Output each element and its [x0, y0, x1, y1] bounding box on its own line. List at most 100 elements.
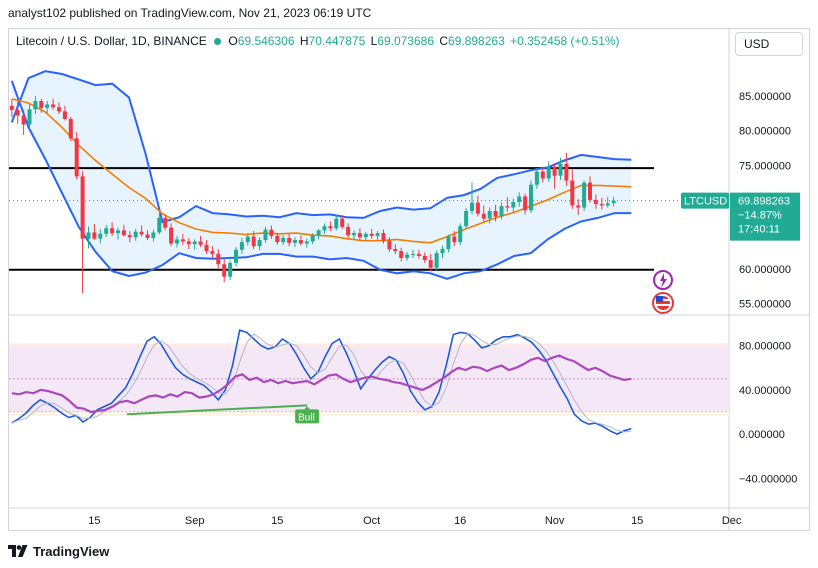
- candle: [375, 231, 380, 241]
- candle-body: [204, 244, 209, 252]
- chart-frame: [8, 28, 810, 531]
- oscillator-pane: [9, 329, 729, 435]
- candle-body: [558, 163, 563, 176]
- currency-button[interactable]: USD: [735, 32, 803, 56]
- candle-body: [511, 201, 516, 208]
- ohlc-legend: Litecoin / U.S. Dollar, 1D, BINANCE O69.…: [16, 34, 622, 48]
- footer-brand: TradingView: [8, 542, 109, 560]
- time-tick-label: Dec: [722, 515, 742, 527]
- candle: [74, 132, 79, 180]
- candle-body: [611, 200, 616, 204]
- candle: [499, 202, 504, 220]
- candle: [239, 237, 244, 254]
- candle: [121, 224, 126, 237]
- candle: [275, 233, 280, 245]
- candle-body: [74, 138, 79, 177]
- candle: [363, 231, 368, 242]
- candle-body: [493, 210, 498, 217]
- candle: [192, 239, 197, 250]
- bull-label: Bull: [295, 406, 320, 424]
- candle-body: [346, 226, 351, 236]
- candle: [110, 222, 115, 236]
- price-tick-label: 55.000000: [739, 299, 791, 311]
- candle-body: [257, 240, 262, 247]
- candle: [328, 221, 333, 232]
- candle-body: [45, 104, 50, 108]
- candle: [393, 244, 398, 254]
- candle-body: [175, 239, 179, 244]
- time-tick-label: 16: [454, 515, 466, 527]
- candle-body: [80, 176, 85, 239]
- candle: [352, 230, 356, 240]
- candle-body: [534, 171, 539, 185]
- candle-body: [599, 204, 604, 206]
- candle-body: [352, 233, 356, 236]
- candle-body: [416, 253, 421, 256]
- ticker-tag-label: LTCUSD: [684, 196, 727, 208]
- symbol-description[interactable]: Litecoin / U.S. Dollar, 1D, BINANCE: [16, 34, 207, 48]
- price-badge[interactable]: LTCUSD 69.898263 −14.87% 17:40:11: [681, 192, 800, 241]
- candle: [546, 161, 551, 182]
- candle-body: [546, 166, 551, 179]
- candle-body: [428, 260, 433, 268]
- candle-body: [39, 100, 44, 108]
- price-tick-label: 60.000000: [739, 264, 791, 276]
- candle: [593, 194, 598, 209]
- candle-body: [169, 227, 174, 244]
- candle: [298, 235, 303, 246]
- candle-body: [334, 218, 339, 229]
- candle: [416, 249, 421, 259]
- candle-body: [605, 203, 610, 206]
- candle-body: [570, 180, 575, 206]
- candle-body: [576, 205, 581, 208]
- oversold-strip: [9, 412, 729, 416]
- candle: [163, 214, 168, 231]
- price-label-box: [730, 192, 800, 241]
- candle: [529, 180, 533, 214]
- candle-body: [33, 100, 38, 110]
- candle-body: [163, 217, 168, 228]
- candle: [269, 225, 274, 239]
- candle-body: [363, 233, 368, 238]
- candle: [57, 102, 61, 115]
- candle: [576, 199, 581, 216]
- publisher-line: analyst102 published on TradingView.com,…: [8, 6, 372, 20]
- candle: [381, 229, 386, 244]
- candle-body: [411, 253, 415, 255]
- candle-body: [210, 251, 215, 254]
- candle-body: [446, 236, 451, 250]
- price-tick-label: 75.000000: [739, 160, 791, 172]
- bull-label-pointer: [304, 406, 311, 410]
- candle: [80, 170, 85, 294]
- price-pane: [9, 70, 654, 294]
- low-label: L: [370, 34, 378, 48]
- candle-body: [328, 226, 333, 229]
- candle: [570, 169, 575, 209]
- candle: [452, 231, 457, 247]
- candle: [487, 207, 492, 224]
- time-tick-label: Nov: [545, 515, 565, 527]
- candle: [440, 245, 445, 259]
- candle: [287, 233, 292, 247]
- candle-body: [281, 237, 286, 243]
- candle-body: [133, 231, 138, 238]
- candle: [104, 224, 109, 238]
- candle: [116, 227, 120, 240]
- bull-label-text: Bull: [298, 412, 315, 423]
- candle: [357, 228, 362, 240]
- candle-body: [287, 237, 292, 243]
- candle-body: [304, 241, 309, 244]
- candle-body: [293, 240, 297, 243]
- candle: [493, 204, 498, 222]
- candle: [222, 258, 227, 283]
- candle: [127, 231, 132, 243]
- candle-body: [157, 217, 162, 233]
- candle: [517, 192, 522, 207]
- candle-body: [552, 166, 557, 176]
- candle: [399, 247, 404, 262]
- candle-body: [470, 202, 474, 211]
- candle-body: [198, 241, 203, 245]
- candle-body: [464, 210, 469, 227]
- candle: [263, 226, 268, 243]
